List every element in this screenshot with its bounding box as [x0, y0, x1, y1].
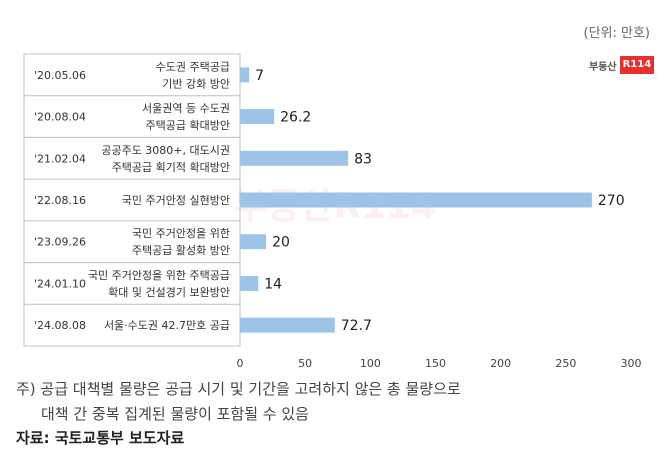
category-name: 국민 주거안정을 위한 — [132, 227, 230, 240]
category-name: 서울·수도권 42.7만호 공급 — [104, 319, 230, 332]
category-name: 주택공급 획기적 확대방안 — [112, 161, 230, 174]
bar-value-label: 14 — [264, 276, 282, 292]
x-tick-label: 0 — [237, 357, 244, 370]
bar-value-label: 72.7 — [341, 318, 372, 334]
x-tick-label: 150 — [425, 357, 446, 370]
x-tick-label: 200 — [490, 357, 511, 370]
bar — [240, 192, 592, 208]
bar-value-label: 270 — [598, 193, 625, 209]
logo-badge: R114 — [619, 56, 655, 74]
category-name: 국민 주거안정 실현방안 — [122, 194, 230, 207]
brand-logo: 부동산 R114 — [589, 56, 655, 74]
category-date: '24.01.10 — [34, 277, 86, 290]
x-tick-label: 50 — [298, 357, 312, 370]
bar-value-label: 7 — [255, 68, 264, 84]
bar — [240, 275, 259, 291]
bar-value-label: 26.2 — [280, 110, 311, 126]
category-date: '20.05.06 — [34, 69, 86, 82]
footnote: 주) 공급 대책별 물량은 공급 시기 및 기간을 고려하지 않은 총 물량으로… — [16, 377, 461, 427]
unit-label: (단위: 만호) — [583, 26, 651, 41]
bar — [240, 109, 275, 125]
x-axis-ticks: 0 50 100 150 200 250 300 — [237, 357, 642, 370]
footnote-line-1: 주) 공급 대책별 물량은 공급 시기 및 기간을 고려하지 않은 총 물량으로 — [16, 380, 461, 398]
category-date: '22.08.16 — [34, 194, 86, 207]
bar-value-label: 20 — [272, 235, 290, 251]
category-date: '24.08.08 — [34, 319, 86, 332]
category-name: 국민 주거안정을 위한 주택공급 — [88, 269, 230, 282]
bar — [240, 150, 349, 166]
category-name: 공공주도 3080+, 대도시권 — [101, 144, 230, 157]
bars: 7 26.2 83 270 20 14 72.7 — [240, 67, 625, 334]
category-name: 서울권역 등 수도권 — [142, 102, 230, 115]
category-name: 기반 강화 방안 — [162, 77, 230, 90]
category-date: '20.08.04 — [34, 111, 86, 124]
bar-value-label: 83 — [354, 151, 372, 167]
bar — [240, 67, 250, 83]
category-name: 수도권 주택공급 — [156, 60, 230, 73]
category-name: 확대 및 건설경기 보완방안 — [108, 286, 230, 299]
category-name: 주택공급 확대방안 — [146, 119, 230, 132]
category-date: '23.09.26 — [34, 236, 86, 249]
category-name: 주택공급 활성화 방안 — [132, 243, 230, 257]
x-tick-label: 250 — [555, 357, 576, 370]
source-label: 자료: 국토교통부 보도자료 — [16, 429, 185, 447]
category-date: '21.02.04 — [34, 152, 86, 165]
bar — [240, 317, 335, 333]
logo-text: 부동산 — [589, 61, 617, 73]
x-tick-label: 300 — [621, 357, 642, 370]
bar — [240, 234, 267, 250]
x-tick-label: 100 — [360, 357, 381, 370]
footnote-line-2: 대책 간 중복 집계된 물량이 포함될 수 있음 — [41, 405, 309, 423]
